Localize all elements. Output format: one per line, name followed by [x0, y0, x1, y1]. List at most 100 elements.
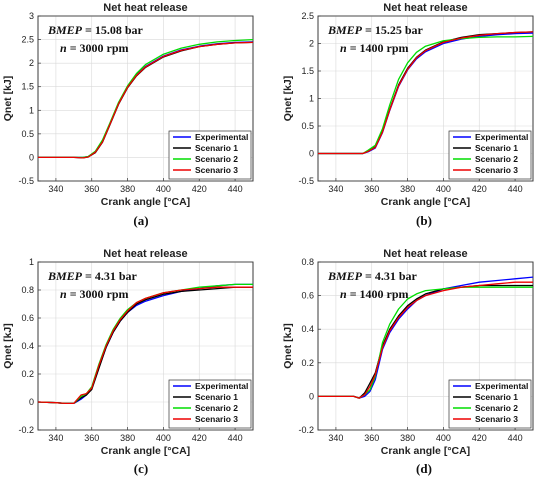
- x-tick-label: 440: [508, 433, 523, 443]
- bmep-label: BMEP: [47, 269, 83, 283]
- series-line-scenario-2: [318, 35, 533, 155]
- x-tick-label: 380: [400, 184, 415, 194]
- y-tick-label: 0: [309, 149, 314, 159]
- plot-border: [317, 261, 534, 431]
- y-tick-label: 0.6: [21, 313, 34, 323]
- bmep-value: 15.25 bar: [375, 23, 424, 37]
- speed-annotation: n = 3000 rpm: [60, 41, 129, 55]
- chart-title: Net heat release: [103, 248, 187, 260]
- bmep-value: 4.31 bar: [375, 269, 418, 283]
- legend-box: [448, 130, 532, 180]
- legend-entry: Scenario 2: [475, 154, 518, 164]
- plot-border: [317, 15, 534, 182]
- x-tick-label: 400: [156, 184, 171, 194]
- legend-entry: Scenario 1: [195, 392, 238, 402]
- plot-border: [37, 261, 254, 431]
- legend-entry: Experimental: [195, 381, 248, 391]
- y-tick-label: 1: [309, 94, 314, 104]
- x-tick-label: 360: [364, 184, 379, 194]
- y-tick-label: 3: [29, 11, 34, 21]
- speed-label: n: [340, 287, 347, 301]
- y-tick-label: 1.5: [21, 82, 34, 92]
- x-tick-label: 440: [228, 433, 243, 443]
- y-tick-label: 2.5: [301, 11, 314, 21]
- y-tick-label: -0.5: [18, 176, 34, 186]
- panel-label: (d): [416, 461, 432, 476]
- speed-label: n: [60, 41, 67, 55]
- x-tick-label: 440: [508, 184, 523, 194]
- y-axis-label: Qnet [kJ]: [2, 76, 14, 122]
- y-tick-label: 0.8: [21, 285, 34, 295]
- chart-title: Net heat release: [383, 248, 467, 260]
- legend-entry: Scenario 2: [475, 403, 518, 413]
- y-tick-label: -0.2: [298, 425, 314, 435]
- bmep-label: BMEP: [327, 23, 363, 37]
- legend-entry: Scenario 3: [475, 414, 518, 424]
- bmep-equals: =: [82, 23, 95, 37]
- bmep-label: BMEP: [327, 269, 363, 283]
- y-tick-label: 0.6: [301, 291, 314, 301]
- y-axis-label: Qnet [kJ]: [2, 323, 14, 369]
- speed-label: n: [60, 287, 67, 301]
- panel-label: (b): [416, 213, 432, 228]
- x-axis-label: Crank angle [°CA]: [101, 445, 190, 457]
- x-tick-label: 380: [120, 433, 135, 443]
- panel-label: (c): [134, 461, 148, 476]
- bmep-annotation: BMEP = 4.31 bar: [47, 269, 138, 283]
- y-tick-label: 1.5: [301, 66, 314, 76]
- legend-entry: Experimental: [195, 132, 248, 142]
- legend-entry: Scenario 3: [195, 165, 238, 175]
- y-axis-label: Qnet [kJ]: [282, 76, 294, 122]
- y-tick-label: 0.5: [21, 129, 34, 139]
- x-tick-label: 400: [436, 184, 451, 194]
- x-tick-label: 340: [328, 184, 343, 194]
- speed-annotation: n = 1400 rpm: [340, 41, 409, 55]
- y-tick-label: 0.8: [301, 257, 314, 267]
- series-line-scenario-3: [38, 286, 253, 405]
- bmep-label: BMEP: [47, 23, 83, 37]
- x-tick-label: 420: [192, 433, 207, 443]
- y-tick-label: 0.5: [301, 121, 314, 131]
- series-line-experimental: [318, 276, 533, 399]
- speed-value: 3000 rpm: [80, 41, 129, 55]
- x-tick-label: 340: [48, 433, 63, 443]
- speed-equals: =: [67, 41, 80, 55]
- bmep-annotation: BMEP = 15.08 bar: [47, 23, 144, 37]
- speed-value: 3000 rpm: [80, 287, 129, 301]
- legend-entry: Scenario 3: [475, 165, 518, 175]
- y-tick-label: 0: [309, 391, 314, 401]
- x-tick-label: 380: [120, 184, 135, 194]
- y-tick-label: 0.4: [21, 341, 34, 351]
- y-tick-label: 2: [309, 39, 314, 49]
- x-tick-label: 400: [156, 433, 171, 443]
- x-tick-label: 360: [84, 184, 99, 194]
- bmep-value: 4.31 bar: [95, 269, 138, 283]
- bmep-equals: =: [362, 269, 375, 283]
- legend-entry: Experimental: [475, 381, 528, 391]
- legend-entry: Experimental: [475, 132, 528, 142]
- x-tick-label: 380: [400, 433, 415, 443]
- speed-annotation: n = 3000 rpm: [60, 287, 129, 301]
- legend-entry: Scenario 1: [475, 392, 518, 402]
- y-tick-label: 0: [29, 397, 34, 407]
- x-tick-label: 420: [472, 184, 487, 194]
- speed-annotation: n = 1400 rpm: [340, 287, 409, 301]
- legend-entry: Scenario 2: [195, 154, 238, 164]
- legend-box: [448, 379, 532, 429]
- speed-value: 1400 rpm: [360, 41, 409, 55]
- bmep-equals: =: [362, 23, 375, 37]
- x-tick-label: 340: [48, 184, 63, 194]
- series-line-scenario-3: [318, 281, 533, 399]
- bmep-equals: =: [82, 269, 95, 283]
- speed-value: 1400 rpm: [360, 287, 409, 301]
- y-axis-label: Qnet [kJ]: [282, 323, 294, 369]
- speed-label: n: [340, 41, 347, 55]
- x-axis-label: Crank angle [°CA]: [101, 196, 190, 208]
- y-tick-label: -0.5: [298, 176, 314, 186]
- bmep-value: 15.08 bar: [95, 23, 144, 37]
- bmep-annotation: BMEP = 15.25 bar: [327, 23, 424, 37]
- speed-equals: =: [347, 287, 360, 301]
- y-tick-label: 2: [29, 58, 34, 68]
